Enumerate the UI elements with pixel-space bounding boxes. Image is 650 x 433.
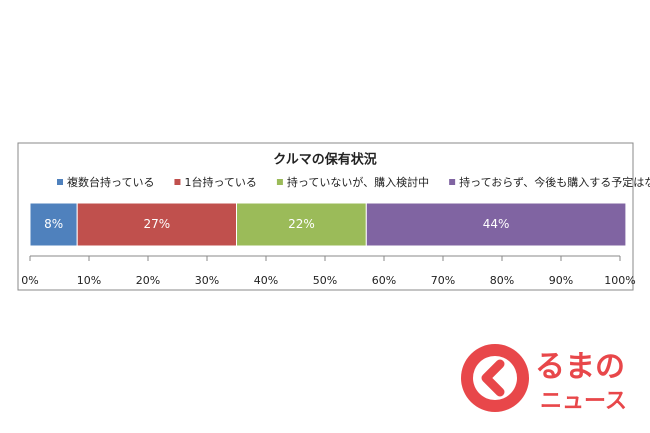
x-tick-label: 0% [21,274,38,287]
x-tick-label: 50% [313,274,337,287]
x-tick-label: 70% [431,274,455,287]
x-tick-label: 80% [490,274,514,287]
logo-text: るまの [535,350,625,385]
logo-mark [481,359,505,397]
value-label: 27% [144,217,171,231]
bar-segment [76,202,237,247]
bar-segment [29,202,78,247]
x-tick-label: 40% [254,274,278,287]
logo-inner [473,356,517,400]
legend-swatch [449,179,456,185]
legend-swatch [276,179,283,185]
x-tick-label: 100% [604,274,635,287]
value-label: 8% [44,217,63,231]
x-tick-label: 30% [195,274,219,287]
x-tick-label: 10% [77,274,101,287]
x-tick-label: 90% [549,274,573,287]
legend-swatch [174,179,181,185]
legend-label: 持っていないが、購入検討中 [287,175,429,189]
logo-text: ニュース [540,389,627,414]
legend-label: 持っておらず、今後も購入する予定はない [459,175,650,189]
value-label: 44% [483,217,510,231]
x-tick-label: 20% [136,274,160,287]
logo: るまの ニュース [461,344,627,414]
chart-title: クルマの保有状況 [273,152,377,168]
bar-segment [236,202,367,247]
x-tick-label: 60% [372,274,396,287]
legend-label: 複数台持っている [67,175,154,189]
legend-swatch [57,179,63,185]
value-label: 22% [288,217,315,231]
bar-segment [365,202,627,247]
legend-label: 1台持っている [184,175,256,189]
